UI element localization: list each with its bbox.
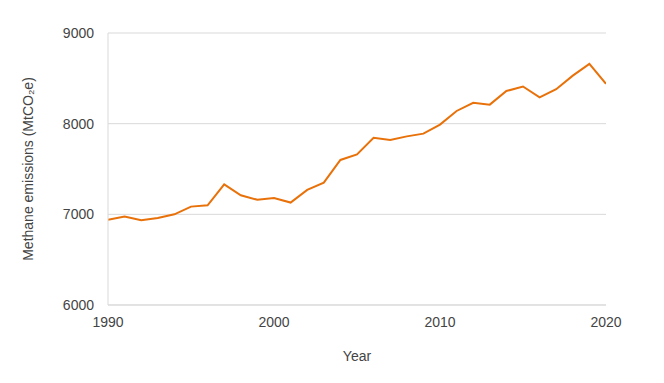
svg-text:2010: 2010 [424,314,455,330]
svg-text:Year: Year [343,348,372,364]
svg-text:6000: 6000 [63,297,94,313]
svg-text:7000: 7000 [63,206,94,222]
svg-text:Methane emissions (MtCO₂e): Methane emissions (MtCO₂e) [20,77,36,261]
svg-text:8000: 8000 [63,116,94,132]
svg-text:2020: 2020 [590,314,621,330]
svg-text:9000: 9000 [63,25,94,41]
svg-text:2000: 2000 [258,314,289,330]
svg-text:1990: 1990 [92,314,123,330]
